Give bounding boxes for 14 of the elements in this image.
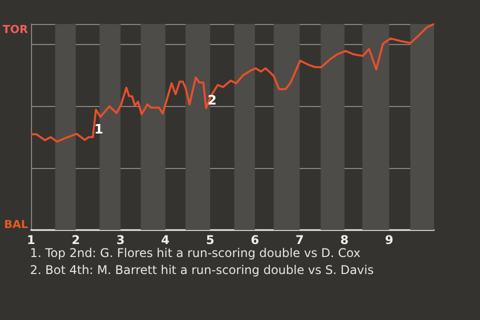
x-tick-label: 5 bbox=[206, 233, 214, 247]
text: 1. Top 2nd: G. Flores hit a run-scoring double vs D. Cox bbox=[30, 246, 360, 260]
text: 2. Bot 4th: M. Barrett hit a run-scoring double vs S. Davis bbox=[30, 263, 374, 277]
x-tick-label: 9 bbox=[385, 233, 394, 247]
x-tick-label: 6 bbox=[250, 233, 260, 247]
x-tick-label: 1 bbox=[26, 233, 36, 247]
x-tick-label: 3 bbox=[116, 233, 125, 247]
text: TOR bbox=[2, 23, 29, 36]
x-tick-label: 2 bbox=[72, 233, 80, 247]
x-tick-label: 4 bbox=[161, 233, 170, 247]
x-tick-label: 8 bbox=[340, 233, 349, 247]
x-tick-label: 7 bbox=[295, 233, 304, 247]
annotation: 1 bbox=[94, 122, 104, 138]
text: BAL bbox=[4, 218, 28, 231]
